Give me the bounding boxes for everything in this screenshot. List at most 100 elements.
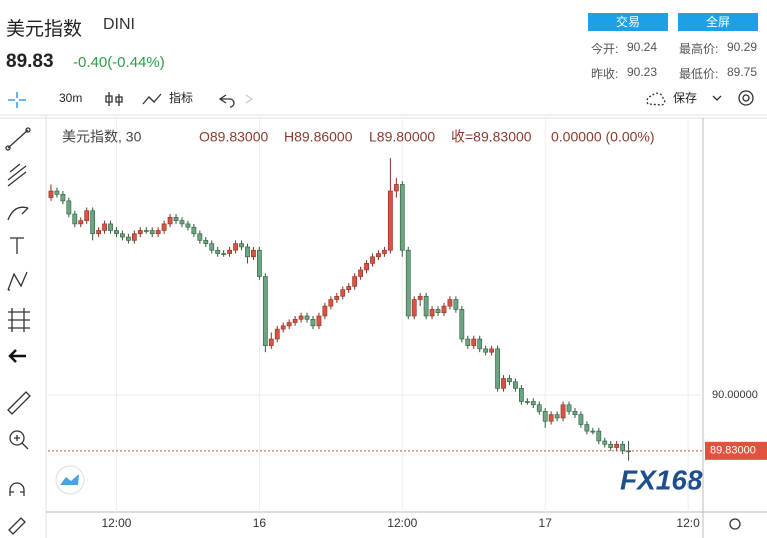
candle-body bbox=[352, 276, 358, 287]
candle-body bbox=[167, 217, 173, 225]
candle-body bbox=[298, 315, 304, 320]
stat-value: 90.24 bbox=[627, 40, 658, 54]
stat-value: 90.29 bbox=[727, 40, 758, 54]
candle-body bbox=[578, 414, 584, 425]
candle-body bbox=[542, 411, 548, 422]
candle-body bbox=[370, 256, 375, 264]
candle-body bbox=[477, 338, 483, 350]
price: 89.83 bbox=[6, 51, 54, 72]
candle-body bbox=[376, 253, 381, 258]
stat-label: 最低价: bbox=[679, 67, 719, 81]
symbol: DINI bbox=[103, 16, 135, 33]
candle-body bbox=[399, 184, 405, 251]
candle-body bbox=[120, 233, 125, 238]
candle-body bbox=[328, 299, 334, 307]
candle-body bbox=[292, 318, 298, 323]
candle-body bbox=[304, 315, 310, 320]
logo-badge bbox=[55, 465, 85, 495]
candle-body bbox=[530, 401, 536, 406]
candle-body bbox=[334, 295, 340, 300]
candle-body bbox=[173, 217, 179, 221]
x-tick-label: 12:00 bbox=[101, 516, 131, 530]
toolbar-icons bbox=[5, 90, 754, 535]
candle-body bbox=[524, 401, 530, 403]
last-price-label: 89.83000 bbox=[710, 445, 756, 457]
candle-body bbox=[185, 223, 191, 228]
candle-body bbox=[48, 190, 54, 198]
candle-body bbox=[346, 286, 352, 290]
candle-body bbox=[554, 414, 560, 419]
candle-body bbox=[203, 240, 209, 244]
save[interactable]: 保存 bbox=[673, 91, 697, 105]
stat-value: 90.23 bbox=[627, 65, 658, 79]
stat-value: 89.75 bbox=[727, 65, 758, 79]
candle-body bbox=[441, 305, 447, 313]
legend-text: O89.83000 bbox=[199, 129, 268, 145]
candle-body bbox=[126, 236, 131, 241]
watermark: FX168 bbox=[620, 464, 703, 495]
candle-body bbox=[90, 210, 96, 235]
candle-body bbox=[179, 220, 185, 225]
candle-body bbox=[340, 289, 346, 297]
candle-body bbox=[274, 328, 280, 340]
candle-body bbox=[608, 443, 614, 448]
candle-body bbox=[227, 249, 232, 254]
logo-icon bbox=[60, 474, 79, 485]
y-tick-label: 90.00000 bbox=[712, 389, 758, 401]
candle-body bbox=[149, 230, 155, 235]
candle-body bbox=[161, 223, 167, 231]
candle-body bbox=[268, 338, 274, 346]
candle-body bbox=[102, 223, 107, 231]
interval[interactable]: 30m bbox=[59, 91, 82, 105]
legend-text: H89.86000 bbox=[284, 129, 353, 145]
x-tick-label: 12:0 bbox=[676, 516, 700, 530]
candle-body bbox=[560, 404, 566, 419]
candle-body bbox=[566, 404, 572, 412]
candle-body bbox=[507, 378, 512, 383]
candle-body bbox=[245, 246, 250, 258]
candle-body bbox=[114, 230, 119, 235]
candle-body bbox=[143, 230, 149, 232]
candle-body bbox=[310, 318, 316, 327]
candle-body bbox=[251, 249, 256, 258]
legend-text: L89.80000 bbox=[369, 129, 435, 145]
candle-body bbox=[411, 299, 417, 317]
x-tick-label: 12:00 bbox=[387, 516, 417, 530]
candle-body bbox=[501, 378, 506, 389]
candle-body bbox=[596, 430, 602, 442]
candle-body bbox=[459, 309, 465, 340]
candle-body bbox=[590, 430, 596, 433]
candle-body bbox=[209, 243, 215, 251]
candle-body bbox=[417, 295, 423, 300]
candle-body bbox=[536, 404, 542, 412]
candle-body bbox=[447, 299, 453, 307]
candle-body bbox=[72, 213, 78, 225]
candle-body bbox=[131, 233, 137, 241]
candle-body bbox=[197, 233, 203, 241]
candle-body bbox=[358, 269, 363, 277]
candle-body bbox=[495, 348, 500, 389]
legend-text: 美元指数, 30 bbox=[62, 129, 142, 145]
indicators[interactable]: 指标 bbox=[169, 90, 193, 105]
candle-body bbox=[221, 253, 227, 255]
candle-body bbox=[471, 338, 477, 346]
x-tick-label: 16 bbox=[253, 516, 267, 530]
legend-text: 0.00000 (0.00%) bbox=[551, 129, 655, 145]
candle-body bbox=[453, 299, 459, 310]
candle-body bbox=[233, 243, 238, 251]
candle-body bbox=[519, 388, 524, 402]
candle-body bbox=[382, 249, 387, 254]
candle-body bbox=[364, 263, 369, 271]
candle-body bbox=[54, 190, 60, 195]
fullscreen-button[interactable]: 全屏 bbox=[678, 13, 758, 31]
candle-body bbox=[584, 424, 590, 432]
candle-body bbox=[572, 411, 578, 415]
candle-body bbox=[84, 210, 90, 221]
candle-body bbox=[60, 194, 66, 202]
candle-body bbox=[602, 440, 608, 445]
trade-button[interactable]: 交易 bbox=[588, 13, 668, 31]
candle-body bbox=[620, 443, 625, 452]
candle-body bbox=[286, 322, 292, 327]
